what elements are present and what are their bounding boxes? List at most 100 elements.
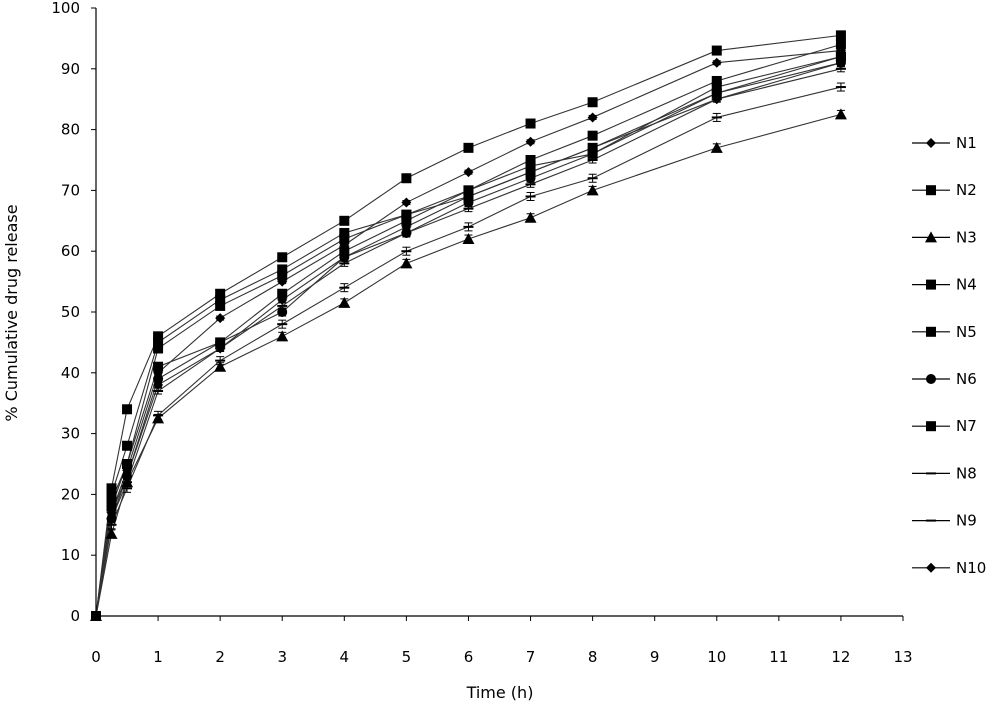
data-point-n7 xyxy=(711,82,722,93)
data-point-n5 xyxy=(587,97,598,108)
data-point-n7 xyxy=(463,185,474,196)
series-line-n1 xyxy=(95,50,841,617)
legend-marker-n1 xyxy=(926,138,936,148)
data-point-n4 xyxy=(711,75,722,86)
legend-label-n10: N10 xyxy=(956,559,986,577)
data-point-n10 xyxy=(463,191,474,202)
x-tick-label: 6 xyxy=(464,648,474,666)
x-tick-label: 11 xyxy=(769,648,788,666)
x-tick-label: 3 xyxy=(277,648,287,666)
x-tick-label: 9 xyxy=(650,648,660,666)
data-point-n3 xyxy=(400,257,413,269)
data-point-n2 xyxy=(277,270,288,281)
error-bars xyxy=(107,31,845,539)
x-tick-label: 4 xyxy=(340,648,350,666)
series-line-n9 xyxy=(95,86,842,617)
data-point-n2 xyxy=(339,234,350,245)
x-axis-title: Time (h) xyxy=(466,683,534,702)
data-point-n1 xyxy=(463,167,474,178)
data-point-n10 xyxy=(122,471,133,482)
x-ticks: 0 1 2 3 4 5 6 7 8 9 10 11 12 13 xyxy=(91,616,913,666)
data-point-n3 xyxy=(524,211,537,223)
legend-label-n5: N5 xyxy=(956,323,977,341)
legend-marker-n4 xyxy=(926,279,936,290)
series-line-n5 xyxy=(95,34,841,617)
y-axis-title: % Cumulative drug release xyxy=(2,204,21,421)
series-line-n7 xyxy=(95,56,842,617)
y-tick-label: 40 xyxy=(61,364,80,382)
data-point-n2 xyxy=(215,300,226,311)
data-point-n1 xyxy=(525,136,536,147)
series-markers xyxy=(90,30,847,621)
data-point-n3 xyxy=(152,412,165,424)
data-point-n5 xyxy=(277,252,288,263)
data-point-n3 xyxy=(586,184,599,196)
data-point-n4 xyxy=(339,227,350,238)
data-point-n7 xyxy=(835,51,846,62)
x-tick-label: 8 xyxy=(588,648,598,666)
data-point-n5 xyxy=(525,118,536,129)
y-ticks: 0 10 20 30 40 50 60 70 80 90 100 xyxy=(51,0,96,625)
data-point-n6 xyxy=(153,373,164,384)
data-point-n3 xyxy=(710,141,723,153)
data-point-n7 xyxy=(215,337,226,348)
data-point-n10 xyxy=(401,221,412,232)
data-point-n3 xyxy=(462,233,475,245)
data-point-n4 xyxy=(525,155,536,165)
data-point-n6 xyxy=(463,197,474,208)
x-tick-label: 1 xyxy=(153,648,163,666)
data-point-n10 xyxy=(525,167,536,178)
legend-marker-n6 xyxy=(926,374,936,384)
legend: N1 N2 N3 N4 N5 N6 N7 N8 N9 N10 xyxy=(912,134,986,577)
x-tick-label: 13 xyxy=(893,648,912,666)
data-point-n1 xyxy=(711,57,722,68)
y-tick-label: 60 xyxy=(61,242,80,260)
data-point-n1 xyxy=(587,112,598,123)
data-point-n5 xyxy=(215,288,226,299)
y-tick-label: 10 xyxy=(61,546,80,564)
legend-label-n8: N8 xyxy=(956,464,977,482)
data-point-n6 xyxy=(525,173,536,184)
y-tick-label: 30 xyxy=(61,425,80,443)
data-point-n4 xyxy=(215,294,226,305)
data-point-n5 xyxy=(463,142,474,153)
data-point-n2 xyxy=(153,343,164,354)
data-point-n7 xyxy=(153,361,164,372)
axes xyxy=(95,8,903,617)
data-point-n4 xyxy=(587,130,598,141)
data-point-n7 xyxy=(339,246,350,257)
legend-marker-n5 xyxy=(926,326,936,337)
y-tick-label: 80 xyxy=(61,121,80,139)
legend-marker-n10 xyxy=(926,562,936,573)
y-tick-label: 90 xyxy=(61,60,80,78)
data-point-n7 xyxy=(122,459,133,469)
series-line-n2 xyxy=(95,56,842,617)
x-tick-label: 12 xyxy=(831,648,850,666)
data-point-n4 xyxy=(835,39,846,50)
data-point-n7 xyxy=(401,215,412,226)
data-point-n5 xyxy=(122,404,133,415)
x-tick-label: 0 xyxy=(91,648,101,666)
legend-marker-n7 xyxy=(926,421,936,432)
data-point-n4 xyxy=(153,337,164,348)
data-point-n10 xyxy=(106,507,117,518)
y-tick-label: 20 xyxy=(61,485,80,503)
data-point-n1 xyxy=(401,197,412,208)
data-point-n5 xyxy=(835,30,846,41)
data-point-n3 xyxy=(214,360,227,372)
data-point-n7 xyxy=(277,288,288,299)
data-point-n3 xyxy=(105,527,118,539)
y-tick-label: 70 xyxy=(61,181,80,199)
data-point-n10 xyxy=(587,142,598,153)
data-point-n3 xyxy=(338,296,351,308)
data-point-n1 xyxy=(215,313,226,324)
legend-label-n4: N4 xyxy=(956,276,977,294)
data-point-n7 xyxy=(525,161,536,172)
y-tick-label: 50 xyxy=(61,303,80,321)
legend-label-n6: N6 xyxy=(956,370,977,388)
data-point-n10 xyxy=(339,252,350,263)
legend-label-n1: N1 xyxy=(956,134,977,152)
legend-label-n7: N7 xyxy=(956,417,977,435)
data-point-n2 xyxy=(106,501,117,512)
